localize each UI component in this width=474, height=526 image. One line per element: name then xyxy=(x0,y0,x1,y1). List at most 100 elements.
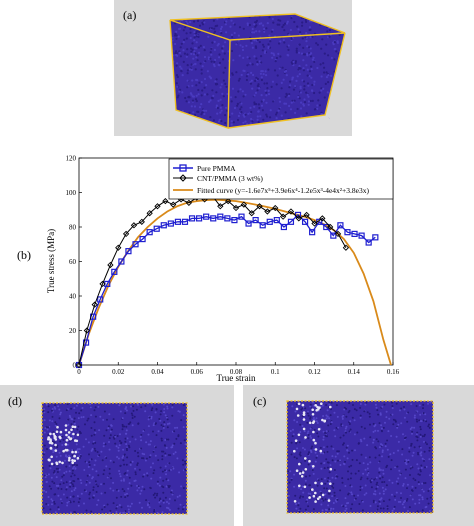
x-tick-label: 0.16 xyxy=(387,368,400,376)
x-axis-label: True strain xyxy=(217,373,256,382)
cnt-pmma-point xyxy=(256,203,263,210)
cnt-pmma-point xyxy=(272,204,279,212)
legend: Pure PMMA CNT/PMMA (3 wt%) Fitted curve … xyxy=(168,158,394,200)
series-pure-pmma-line xyxy=(78,213,376,366)
pure-pmma-point xyxy=(181,218,189,225)
cnt-pmma-point xyxy=(170,201,177,208)
cnt-pmma-point xyxy=(75,361,83,369)
panel-d-atom-slab xyxy=(41,402,188,515)
legend-label-cnt-pmma: CNT/PMMA (3 wt%) xyxy=(197,174,263,183)
panel-c-label: (c) xyxy=(253,394,267,408)
pure-pmma-point xyxy=(167,220,174,227)
x-tick-label: 0.06 xyxy=(191,368,204,376)
panel-d-label: (d) xyxy=(8,394,22,408)
cnt-pmma-point xyxy=(91,301,98,308)
cnt-pmma-point xyxy=(83,327,90,334)
y-tick-label: 120 xyxy=(66,155,77,163)
pure-pmma-point xyxy=(174,218,182,225)
cnt-pmma-point xyxy=(162,197,169,205)
y-axis-label: True stress (MPa) xyxy=(46,229,56,293)
pure-pmma-point xyxy=(146,229,153,236)
panel-b-label: (b) xyxy=(17,248,31,262)
pure-pmma-point xyxy=(153,225,160,232)
cnt-pmma-point xyxy=(217,203,224,210)
pure-pmma-point xyxy=(330,232,337,239)
pure-pmma-point xyxy=(97,296,104,303)
y-tick-label: 20 xyxy=(69,327,77,335)
panel-c-atom-slab xyxy=(286,400,434,514)
pure-pmma-point xyxy=(118,258,125,265)
cnt-pmma-point xyxy=(319,215,326,222)
x-tick-label: 0.12 xyxy=(308,368,321,376)
cnt-pmma-point xyxy=(295,215,302,222)
panel-a-atom-cube xyxy=(114,0,352,136)
pure-pmma-point xyxy=(287,218,295,225)
pure-pmma-point xyxy=(224,215,231,222)
cnt-pmma-point xyxy=(279,213,287,220)
cnt-pmma-point xyxy=(342,244,350,251)
pure-pmma-point xyxy=(132,241,139,248)
x-tick-label: 0.1 xyxy=(271,368,280,376)
pure-pmma-point xyxy=(210,215,217,222)
y-tick-label: 60 xyxy=(69,258,77,266)
cnt-pmma-point xyxy=(146,210,153,217)
pure-pmma-point xyxy=(280,223,287,231)
y-tick-label: 80 xyxy=(69,224,77,232)
y-tick-label: 100 xyxy=(66,189,77,197)
cnt-pmma-point xyxy=(107,261,114,269)
pure-pmma-point xyxy=(203,213,210,220)
pure-pmma-point xyxy=(245,220,252,227)
cnt-pmma-point xyxy=(287,208,295,215)
cnt-pmma-point xyxy=(232,204,240,212)
cnt-pmma-point xyxy=(99,280,106,288)
cnt-pmma-point xyxy=(225,197,232,205)
pure-pmma-point xyxy=(266,218,273,225)
pure-pmma-point xyxy=(323,223,330,231)
x-tick-label: 0.02 xyxy=(112,368,125,376)
cnt-pmma-point xyxy=(185,199,193,206)
cnt-pmma-point xyxy=(115,244,122,251)
cnt-pmma-point xyxy=(240,201,247,208)
pure-pmma-point xyxy=(139,235,146,243)
legend-label-fitted-curve: Fitted curve (y=-1.6e7x⁵+3.9e6x⁴-1.2e5x³… xyxy=(197,186,369,195)
pure-pmma-point xyxy=(372,234,379,241)
x-tick-label: 0 xyxy=(77,368,81,376)
cnt-pmma-point xyxy=(154,203,161,210)
cnt-pmma-point xyxy=(311,220,318,227)
cnt-pmma-point xyxy=(130,222,138,229)
x-tick-label: 0.04 xyxy=(151,368,164,376)
stress-strain-chart: 0 0.02 0.04 0.06 0.08 0.1 0.12 0.14 0.16 0 20 40 60 8… xyxy=(46,155,400,383)
pure-pmma-point xyxy=(252,216,259,224)
pure-pmma-point xyxy=(188,215,196,222)
pure-pmma-point xyxy=(365,239,372,246)
cnt-pmma-point xyxy=(248,210,255,217)
cnt-pmma-point xyxy=(327,223,334,231)
pure-pmma-point xyxy=(309,229,316,236)
series-fitted-curve-line xyxy=(78,198,392,366)
pure-pmma-point xyxy=(337,222,344,229)
cnt-pmma-point xyxy=(122,230,130,238)
pure-pmma-point xyxy=(238,213,245,220)
pure-pmma-point xyxy=(111,268,118,275)
panel-a-label: (a) xyxy=(123,8,137,22)
pure-pmma-point xyxy=(344,229,351,236)
cnt-pmma-point xyxy=(138,218,145,225)
pure-pmma-point xyxy=(273,216,280,224)
cnt-pmma-point xyxy=(264,208,271,215)
pure-pmma-point xyxy=(301,218,309,225)
y-tick-label: 40 xyxy=(69,293,77,301)
y-tick-label: 0 xyxy=(73,362,77,370)
pure-pmma-point xyxy=(125,248,132,255)
x-tick-label: 0.08 xyxy=(230,368,243,376)
pure-pmma-point xyxy=(259,222,266,229)
pure-pmma-point xyxy=(196,215,203,222)
pure-pmma-point xyxy=(231,216,238,224)
pure-pmma-point xyxy=(160,222,167,229)
legend-label-pure-pmma: Pure PMMA xyxy=(197,164,236,173)
pure-pmma-point xyxy=(351,230,358,238)
pure-pmma-point xyxy=(217,213,224,220)
pure-pmma-point xyxy=(358,232,365,239)
cnt-pmma-point xyxy=(303,211,310,219)
x-tick-label: 0.14 xyxy=(348,368,361,376)
cnt-pmma-point xyxy=(334,230,342,238)
